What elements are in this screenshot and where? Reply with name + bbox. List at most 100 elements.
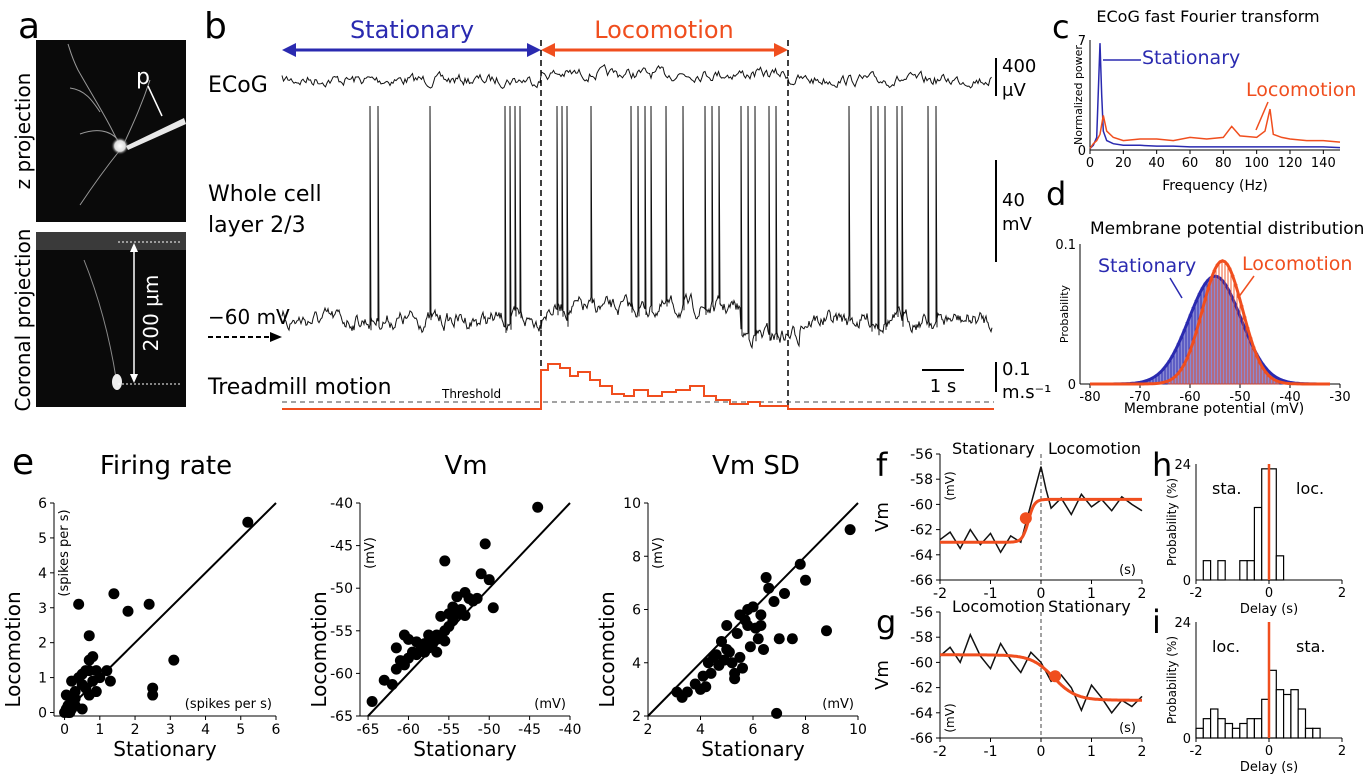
x-tick-label: 1 — [1087, 744, 1096, 760]
data-point — [755, 609, 767, 621]
panel-g-transition-trace: -2 -1 0 1 2 -56 -58 -60 -62 -64 -66 Locomotion Stati… — [872, 597, 1146, 760]
x-tick-label: 2 — [1338, 744, 1346, 759]
x-tick-label: -45 — [518, 722, 541, 738]
histogram-bar — [1239, 722, 1248, 739]
data-point — [69, 693, 81, 705]
panel-letter-h: h — [1152, 446, 1172, 484]
legend-stationary: Stationary — [1098, 255, 1196, 277]
data-point — [87, 651, 99, 663]
y-axis-label: Locomotion — [1, 591, 25, 707]
histogram-bar-stationary — [1248, 341, 1253, 385]
y-axis-label: Locomotion — [307, 591, 331, 707]
data-point — [716, 635, 727, 647]
x-unit-label: (spikes per s) — [185, 697, 272, 712]
sigmoid-fit — [940, 653, 1142, 702]
speed-scale-value: 0.1 — [1002, 359, 1031, 380]
x-tick-label: 6 — [272, 722, 281, 738]
y-unit-label: (mV) — [363, 537, 378, 569]
data-point — [479, 538, 491, 550]
x-tick-label: -65 — [357, 722, 380, 738]
chart-title: Membrane potential distribution — [1090, 219, 1364, 239]
data-point — [431, 646, 443, 658]
x-tick-label: -50 — [478, 722, 501, 738]
y-tick-label: -45 — [330, 539, 353, 555]
x-tick-label: 2 — [644, 722, 653, 738]
panel-e-vm-scatter: Vm -65 -60 -55 -50 -45 -40 -65 -60 -55 -50 -45 -40 St… — [307, 451, 581, 761]
y-tick-label: 2 — [38, 636, 47, 652]
data-point — [386, 678, 398, 690]
transition-marker — [1019, 512, 1032, 525]
coronal-soma — [112, 374, 122, 390]
x-tick-label: -40 — [559, 722, 582, 738]
y-axis-label: Locomotion — [595, 591, 619, 707]
whole-cell-label-2: layer 2/3 — [208, 213, 306, 238]
data-point — [66, 703, 78, 715]
pipette-label: p — [136, 65, 150, 90]
panel-letter-f: f — [876, 446, 888, 484]
x-tick-label: -70 — [1129, 390, 1150, 405]
vm-trace — [939, 632, 1143, 715]
data-point — [705, 667, 717, 679]
sigmoid-fit — [940, 497, 1142, 544]
histogram-bar-stationary — [1227, 291, 1232, 385]
data-point — [101, 665, 113, 677]
series-line-locomotion — [1089, 108, 1341, 149]
histogram-bar-stationary — [1221, 281, 1226, 385]
x-tick-label: 120 — [1278, 156, 1303, 171]
locomotion-arrowhead-right — [774, 43, 788, 57]
legend-pointer-locomotion — [1237, 275, 1255, 299]
panel-letter-g: g — [876, 603, 896, 641]
y-tick-label: 24 — [1174, 458, 1191, 473]
x-tick-label: 40 — [1148, 156, 1165, 171]
y-tick-label: -58 — [910, 630, 933, 646]
data-point — [768, 596, 780, 608]
y-axis-label: Vm — [872, 660, 893, 690]
x-unit-label: (s) — [1119, 721, 1136, 736]
x-tick-label: 0 — [1086, 156, 1094, 171]
histogram-bar — [1275, 555, 1285, 581]
y-tick-label: 6 — [38, 496, 47, 512]
y-tick-label: -60 — [910, 497, 933, 513]
x-tick-label: -50 — [1229, 390, 1250, 405]
x-tick-label: 10 — [849, 722, 867, 738]
y-tick-label: 2 — [632, 709, 641, 725]
x-tick-label: 60 — [1182, 156, 1199, 171]
ecog-trace — [281, 63, 992, 90]
data-point — [721, 619, 733, 631]
data-point — [104, 675, 116, 687]
y-unit-label: (mV) — [651, 537, 666, 569]
chart-title: Vm — [444, 451, 487, 481]
scale-label: 200 μm — [139, 275, 163, 352]
x-tick-label: -60 — [397, 722, 420, 738]
y-unit-label: (mV) — [943, 471, 957, 500]
label-after: loc. — [1296, 479, 1324, 498]
histogram-bar-stationary — [1215, 276, 1220, 385]
histogram-bar — [1239, 560, 1248, 581]
gaussian-fit-locomotion — [1090, 259, 1330, 386]
neuron-dendrites — [67, 43, 151, 206]
identity-line — [367, 502, 571, 717]
y-tick-label: -56 — [910, 605, 933, 621]
y-tick-label: 0.1 — [1055, 238, 1076, 253]
data-point — [459, 609, 471, 621]
x-tick-label: -60 — [1179, 390, 1200, 405]
histogram-bar — [1297, 708, 1307, 739]
x-tick-label: 0 — [1265, 586, 1273, 601]
y-tick-label: -62 — [910, 681, 933, 697]
chart-title: Vm SD — [712, 451, 800, 481]
y-tick-label: 1 — [38, 671, 47, 687]
x-tick-label: -55 — [437, 722, 460, 738]
panel-a: p z projection 200 μm Coronal projection — [11, 40, 186, 411]
x-tick-label: -80 — [1079, 390, 1100, 405]
histogram-bar-stationary — [1212, 275, 1217, 385]
stationary-arrowhead-right — [527, 43, 541, 57]
histogram-bar-stationary — [1236, 311, 1241, 385]
histogram-bar — [1290, 689, 1299, 739]
histogram-bar-stationary — [1230, 297, 1235, 385]
threshold-label: Threshold — [441, 387, 501, 401]
data-point — [87, 675, 99, 687]
histogram-bar — [1202, 718, 1212, 739]
y-tick-label: 0 — [1183, 574, 1191, 589]
ecog-scale-value: 400 — [1002, 56, 1036, 77]
